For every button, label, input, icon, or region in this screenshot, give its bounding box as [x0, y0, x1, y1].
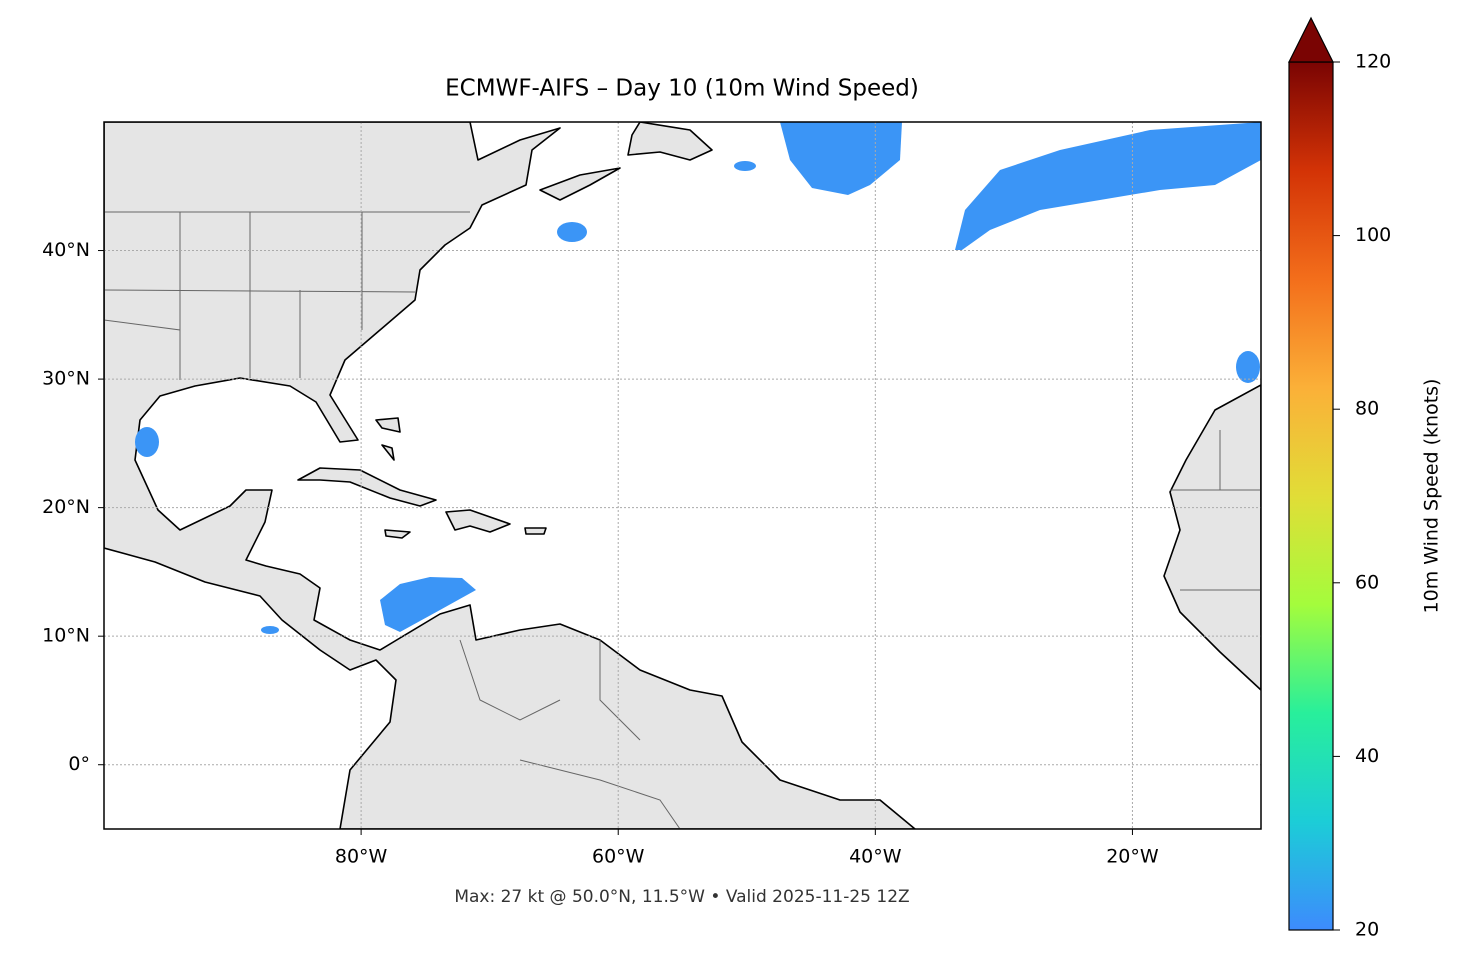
wind-patch	[261, 626, 279, 634]
bahamas	[375, 417, 401, 461]
colorbar-tick-label: 60	[1355, 571, 1379, 593]
puerto-rico	[524, 527, 547, 535]
lat-tick-label: 10°N	[42, 625, 90, 647]
wind-patch	[780, 122, 902, 195]
wind-patch	[734, 161, 756, 171]
jamaica	[384, 529, 411, 539]
colorbar-tick-label: 120	[1355, 51, 1391, 73]
hispaniola	[445, 509, 511, 533]
wind-patch	[1236, 351, 1260, 383]
map-frame	[103, 121, 1262, 830]
colorbar-tick-label: 80	[1355, 398, 1379, 420]
colorbar-extension	[1288, 16, 1334, 63]
lon-tick-label: 20°W	[1106, 846, 1159, 868]
map-area	[104, 122, 1261, 829]
colorbar-tick-label: 40	[1355, 745, 1379, 767]
americas	[104, 122, 916, 829]
colorbar-tick-label: 100	[1355, 224, 1391, 246]
lat-tick-label: 20°N	[42, 496, 90, 518]
lat-tick-label: 40°N	[42, 239, 90, 261]
title: ECMWF-AIFS – Day 10 (10m Wind Speed)	[445, 76, 919, 102]
lat-tick-label: 0°	[68, 753, 90, 775]
wind-patch	[380, 577, 476, 632]
lon-tick-label: 60°W	[592, 846, 645, 868]
wind-patch	[955, 122, 1261, 250]
cuba	[297, 467, 437, 507]
colorbar-tick-label: 20	[1355, 919, 1379, 941]
wind-patch	[557, 222, 587, 242]
lon-tick-label: 40°W	[849, 846, 902, 868]
africa	[1163, 384, 1261, 691]
wind-patch	[135, 427, 159, 457]
newfoundland	[627, 122, 713, 161]
borders	[104, 211, 1261, 829]
colorbar	[1288, 61, 1334, 931]
colorbar-label: 10m Wind Speed (knots)	[1421, 379, 1443, 614]
grid	[104, 122, 1261, 829]
lat-tick-label: 30°N	[42, 368, 90, 390]
footer: Max: 27 kt @ 50.0°N, 11.5°W • Valid 2025…	[454, 887, 909, 907]
nova-scotia	[539, 167, 621, 201]
lon-tick-label: 80°W	[335, 846, 388, 868]
